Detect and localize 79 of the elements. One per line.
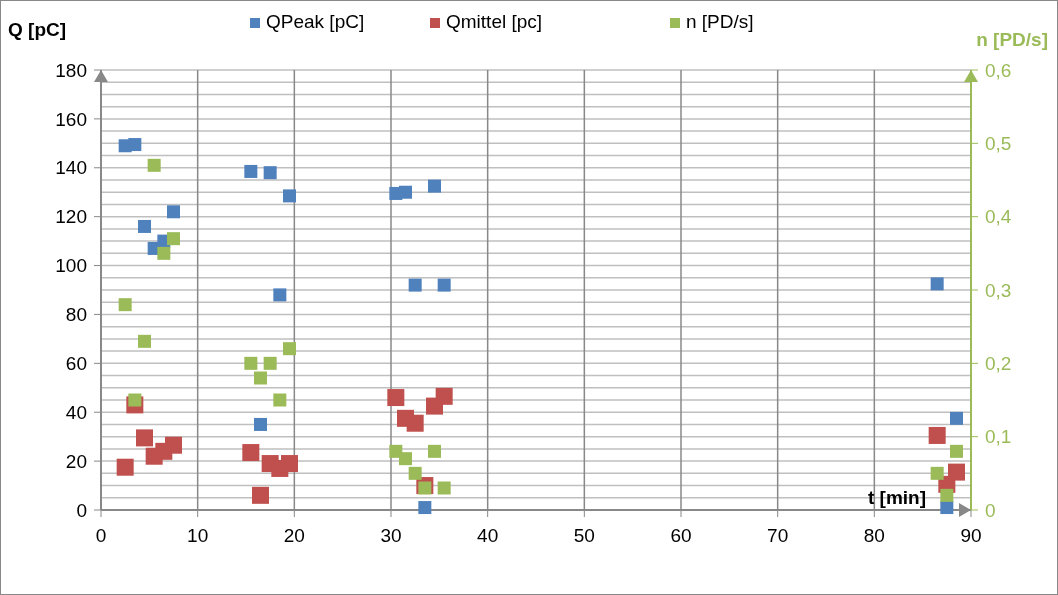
x-tick-label: 60: [670, 525, 692, 546]
x-tick-label: 20: [283, 525, 305, 546]
x-tick-label: 30: [380, 525, 402, 546]
point: [254, 417, 267, 431]
x-tick-label: 90: [960, 525, 982, 546]
y2-tick-label: 0,2: [985, 352, 1012, 374]
point: [940, 488, 954, 502]
point: [399, 185, 412, 199]
point: [147, 158, 161, 172]
point: [930, 466, 944, 480]
point: [281, 455, 298, 473]
y2-tick-label: 0,6: [985, 59, 1012, 81]
point: [387, 389, 405, 407]
point: [138, 219, 151, 233]
x-tick-label: 0: [95, 525, 107, 546]
point: [128, 138, 142, 152]
point: [167, 232, 180, 246]
point: [138, 334, 151, 348]
x-tick-label: 10: [187, 525, 209, 546]
y-tick-label: 100: [55, 255, 87, 277]
y2-tick-label: 0: [985, 499, 996, 521]
y2-tick-label: 0,4: [985, 206, 1012, 228]
point: [116, 458, 134, 476]
point: [242, 444, 260, 462]
point: [165, 436, 182, 454]
point: [437, 278, 451, 292]
y2-axis-title: n [PD/s]: [976, 29, 1048, 50]
point: [928, 426, 946, 444]
point: [948, 463, 965, 481]
point: [435, 387, 453, 405]
point: [428, 179, 441, 193]
point: [408, 466, 422, 480]
point: [128, 393, 142, 407]
y-tick-label: 20: [65, 450, 87, 472]
point: [273, 288, 287, 302]
point: [428, 444, 441, 458]
y-tick-label: 140: [55, 157, 87, 179]
point: [244, 356, 258, 370]
point: [283, 189, 296, 203]
x-axis-title: t [min]: [867, 487, 926, 508]
point: [399, 452, 412, 466]
point: [930, 277, 944, 291]
point: [408, 278, 422, 292]
point: [437, 481, 451, 495]
point: [254, 371, 267, 385]
y2-tick-label: 0,5: [985, 132, 1012, 154]
y-tick-label: 120: [55, 206, 87, 228]
point: [940, 501, 954, 515]
x-tick-label: 40: [477, 525, 499, 546]
legend-label: QPeak [pC]: [266, 11, 365, 32]
y-axis-title: Q [pC]: [8, 19, 67, 40]
y-tick-label: 160: [55, 108, 87, 130]
point: [244, 164, 258, 178]
legend-label: Qmittel [pc]: [446, 11, 543, 32]
point: [167, 205, 180, 219]
y2-tick-label: 0,1: [985, 426, 1012, 448]
point: [157, 246, 171, 260]
y-tick-label: 40: [65, 401, 87, 423]
point: [263, 356, 277, 370]
point: [418, 481, 432, 495]
point: [136, 429, 153, 447]
point: [406, 414, 424, 432]
point: [418, 501, 432, 515]
x-tick-label: 80: [863, 525, 885, 546]
point: [283, 342, 296, 356]
x-tick-label: 50: [573, 525, 595, 546]
y-tick-label: 0: [76, 499, 87, 521]
point: [950, 444, 963, 458]
x-tick-label: 70: [767, 525, 789, 546]
point: [118, 298, 132, 312]
y-tick-label: 60: [65, 352, 87, 374]
y2-tick-label: 0,3: [985, 279, 1012, 301]
point: [263, 166, 277, 180]
point: [950, 411, 963, 425]
legend-label: n [PD/s]: [686, 11, 754, 32]
y-tick-label: 80: [65, 304, 87, 326]
y-tick-label: 180: [55, 59, 87, 81]
point: [273, 393, 287, 407]
point: [252, 486, 269, 504]
